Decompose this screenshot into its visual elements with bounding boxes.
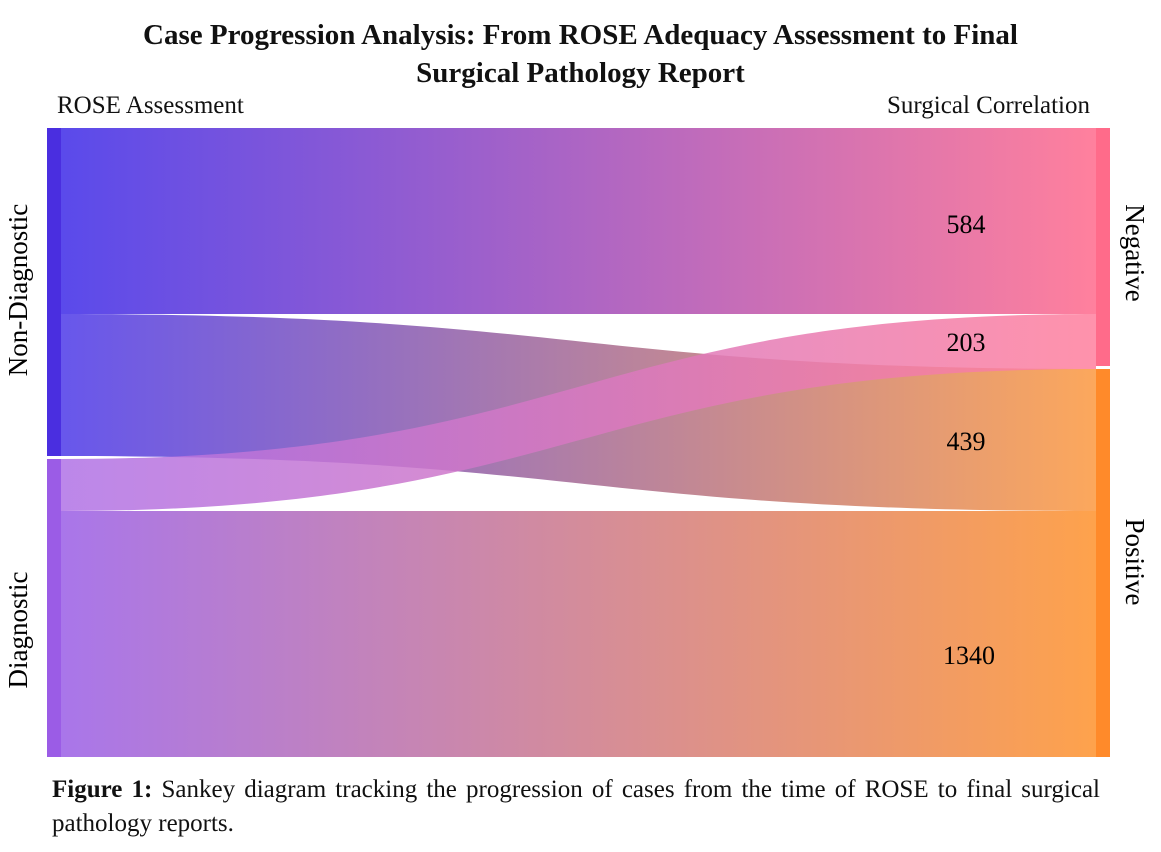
node-label-negative: Negative — [1120, 204, 1150, 301]
node-positive — [1096, 369, 1110, 757]
node-negative — [1096, 128, 1110, 366]
flow-value-label: 1340 — [943, 641, 995, 670]
title-line-1: Case Progression Analysis: From ROSE Ade… — [143, 19, 1018, 51]
title-line-2: Surgical Pathology Report — [416, 57, 745, 89]
node-label-non-diagnostic: Non-Diagnostic — [3, 204, 33, 376]
flow-value-label: 439 — [947, 427, 986, 456]
node-non-diagnostic — [47, 128, 61, 456]
caption-text: Sankey diagram tracking the progression … — [52, 776, 1100, 837]
node-label-diagnostic: Diagnostic — [3, 571, 33, 688]
flow-value-label: 584 — [947, 210, 986, 239]
node-label-positive: Positive — [1120, 518, 1150, 605]
caption-label: Figure 1: — [52, 776, 153, 803]
right-column-header: Surgical Correlation — [887, 92, 1090, 119]
flow-diagnostic-positive — [61, 511, 1096, 757]
left-column-header: ROSE Assessment — [57, 92, 244, 119]
flow-value-label: 203 — [947, 328, 986, 357]
node-diagnostic — [47, 459, 61, 757]
flow-diagnostic-negative — [61, 314, 1096, 511]
figure-caption: Figure 1: Sankey diagram tracking the pr… — [52, 773, 1100, 841]
diagram-title: Case Progression Analysis: From ROSE Ade… — [0, 16, 1161, 92]
flow-nondiagnostic-negative — [61, 128, 1096, 314]
